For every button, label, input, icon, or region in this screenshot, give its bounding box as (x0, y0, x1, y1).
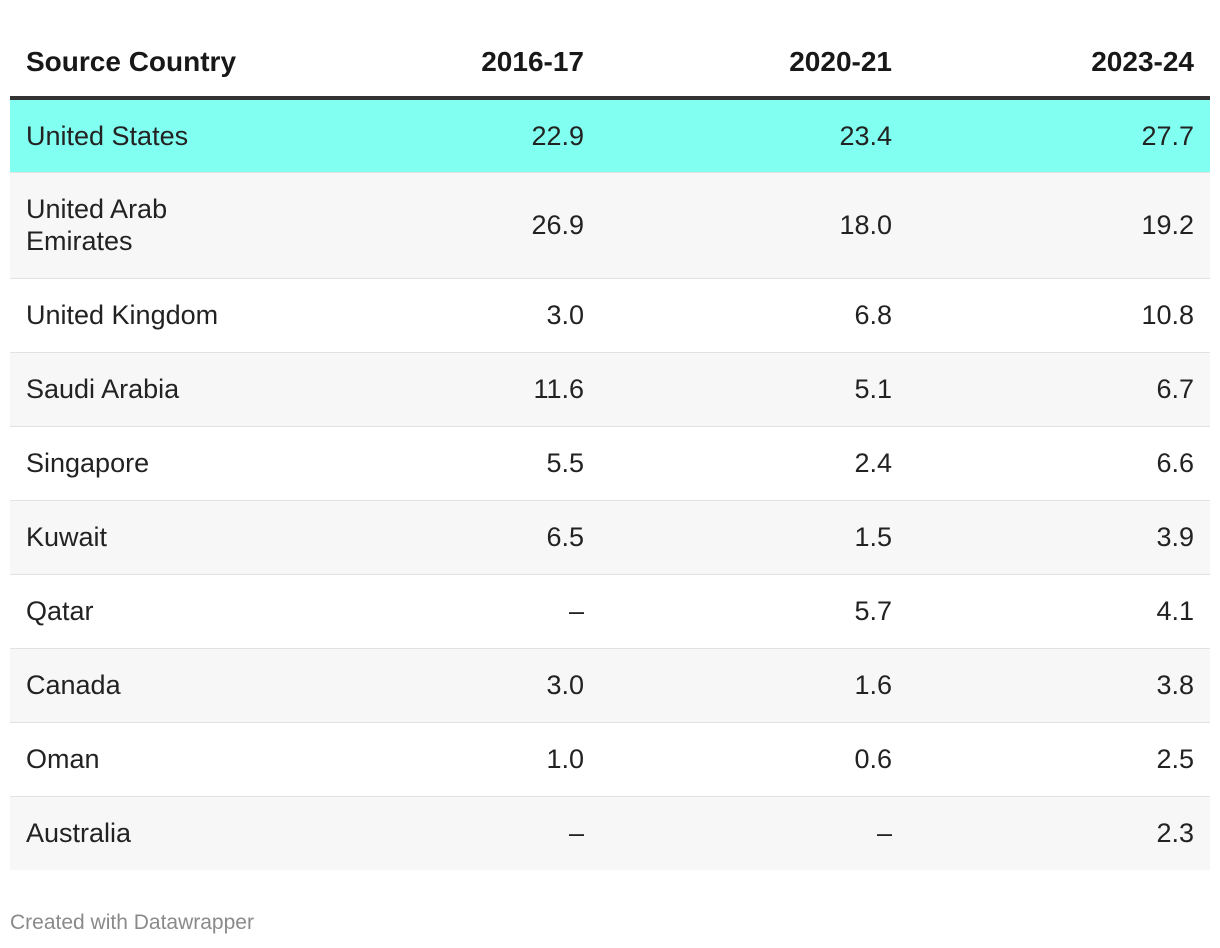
cell-2020-21: 5.7 (600, 574, 908, 649)
table-row: Kuwait 6.5 1.5 3.9 (10, 500, 1210, 575)
cell-country: Kuwait (10, 500, 410, 575)
column-header-source-country[interactable]: Source Country (10, 28, 410, 100)
cell-2016-17: 26.9 (410, 172, 600, 279)
cell-2020-21: 2.4 (600, 426, 908, 501)
table-row: Saudi Arabia 11.6 5.1 6.7 (10, 352, 1210, 427)
cell-2016-17: 5.5 (410, 426, 600, 501)
cell-2023-24: 6.7 (908, 352, 1210, 427)
cell-2023-24: 6.6 (908, 426, 1210, 501)
cell-2016-17: – (410, 574, 600, 649)
cell-2023-24: 4.1 (908, 574, 1210, 649)
cell-2016-17: 22.9 (410, 98, 600, 173)
cell-2023-24: 3.8 (908, 648, 1210, 723)
cell-country: United Kingdom (10, 278, 410, 353)
cell-2023-24: 27.7 (908, 98, 1210, 173)
data-table: Source Country 2016-17 2020-21 2023-24 U… (10, 28, 1210, 870)
cell-country: United States (10, 98, 410, 173)
cell-country: United Arab Emirates (10, 172, 410, 279)
cell-country: Oman (10, 722, 410, 797)
cell-country: Canada (10, 648, 410, 723)
cell-2023-24: 10.8 (908, 278, 1210, 353)
column-header-2016-17[interactable]: 2016-17 (410, 28, 600, 100)
cell-2016-17: 11.6 (410, 352, 600, 427)
cell-2016-17: 3.0 (410, 648, 600, 723)
cell-2016-17: 3.0 (410, 278, 600, 353)
table-row: Australia – – 2.3 (10, 796, 1210, 870)
datawrapper-credit[interactable]: Created with Datawrapper (10, 911, 254, 934)
table-header: Source Country 2016-17 2020-21 2023-24 (10, 28, 1210, 100)
cell-2020-21: 5.1 (600, 352, 908, 427)
cell-2020-21: 23.4 (600, 98, 908, 173)
cell-2023-24: 19.2 (908, 172, 1210, 279)
cell-2020-21: 1.6 (600, 648, 908, 723)
table-row: Singapore 5.5 2.4 6.6 (10, 426, 1210, 501)
cell-country: Saudi Arabia (10, 352, 410, 427)
cell-country: Singapore (10, 426, 410, 501)
data-table-container: Source Country 2016-17 2020-21 2023-24 U… (10, 28, 1210, 870)
cell-2016-17: – (410, 796, 600, 870)
cell-2020-21: 18.0 (600, 172, 908, 279)
cell-country: Qatar (10, 574, 410, 649)
table-row: Qatar – 5.7 4.1 (10, 574, 1210, 649)
table-row: United Arab Emirates 26.9 18.0 19.2 (10, 172, 1210, 279)
table-row: United Kingdom 3.0 6.8 10.8 (10, 278, 1210, 353)
column-header-2023-24[interactable]: 2023-24 (908, 28, 1210, 100)
cell-country: Australia (10, 796, 410, 870)
cell-2020-21: 6.8 (600, 278, 908, 353)
table-row: United States 22.9 23.4 27.7 (10, 98, 1210, 173)
cell-2023-24: 3.9 (908, 500, 1210, 575)
cell-2023-24: 2.3 (908, 796, 1210, 870)
cell-2023-24: 2.5 (908, 722, 1210, 797)
cell-2020-21: – (600, 796, 908, 870)
cell-2016-17: 6.5 (410, 500, 600, 575)
table-body: United States 22.9 23.4 27.7 United Arab… (10, 98, 1210, 870)
cell-2016-17: 1.0 (410, 722, 600, 797)
cell-2020-21: 0.6 (600, 722, 908, 797)
cell-2020-21: 1.5 (600, 500, 908, 575)
table-row: Canada 3.0 1.6 3.8 (10, 648, 1210, 723)
column-header-2020-21[interactable]: 2020-21 (600, 28, 908, 100)
table-row: Oman 1.0 0.6 2.5 (10, 722, 1210, 797)
header-row: Source Country 2016-17 2020-21 2023-24 (10, 28, 1210, 100)
